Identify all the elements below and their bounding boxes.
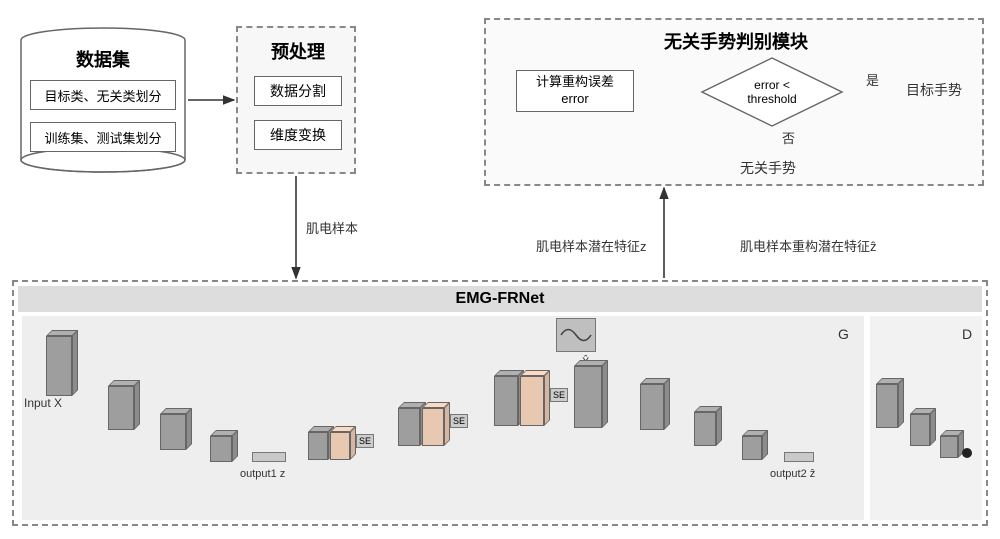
dataset-box-1: 目标类、无关类划分 [30,80,176,110]
dataset-box-2: 训练集、测试集划分 [30,122,176,152]
d-block-1 [910,408,936,446]
xhat-gray [574,360,608,428]
encoder-block-2 [160,408,192,450]
preprocess-panel: 预处理 数据分割 维度变换 [236,26,356,174]
d-label: D [962,326,972,342]
decision-diamond: error < threshold [700,56,844,128]
encoder2-block-1 [694,406,722,446]
decoder-peach-1 [422,402,450,446]
bottleneck-block [252,452,286,462]
judge-title: 无关手势判别模块 [486,28,986,54]
decoder-peach-2 [520,370,550,426]
latent-z-label: 肌电样本潜在特征z [536,236,647,255]
preprocess-box-1: 数据分割 [254,76,342,106]
preprocess-box-2: 维度变换 [254,120,342,150]
wave-box [556,318,596,352]
encoder-block-0 [46,330,78,396]
d-block-0 [876,378,904,428]
judge-panel: 无关手势判别模块 计算重构误差 error error < threshold … [484,18,984,186]
calc-error-box: 计算重构误差 error [516,70,634,112]
d-output-dot [962,448,972,458]
encoder-block-3 [210,430,238,462]
no-label: 否 [782,128,795,147]
unrelated-gesture-text: 无关手势 [740,158,796,178]
recon-latent-label: 肌电样本重构潜在特征ẑ [740,236,877,255]
se-block-1: SE [450,414,468,428]
encoder-block-1 [108,380,140,430]
input-x-label: Input X [24,396,62,410]
se-block-0: SE [356,434,374,448]
se-block-2: SE [550,388,568,402]
target-gesture-text: 目标手势 [906,80,962,100]
yes-label: 是 [866,70,879,89]
g-label: G [838,326,849,342]
output2-block [784,452,814,462]
frnet-title: EMG-FRNet [456,290,545,308]
encoder2-block-2 [742,430,768,460]
encoder2-block-0 [640,378,670,430]
emg-sample-label: 肌电样本 [306,218,358,237]
output1-label: output1 z [240,468,285,480]
output2-label: output2 ẑ [770,468,815,480]
dataset-panel: 数据集 目标类、无关类划分 训练集、测试集划分 [18,26,188,174]
preprocess-title: 预处理 [238,38,358,64]
decision-text: error < threshold [700,56,844,128]
frnet-title-bar: EMG-FRNet [18,286,982,312]
d-block-2 [940,430,964,458]
dataset-title: 数据集 [18,46,188,72]
decoder-peach-0 [330,426,356,460]
